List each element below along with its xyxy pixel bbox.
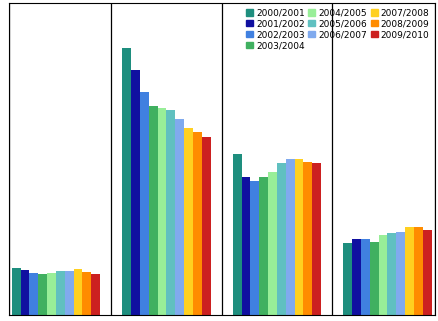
Bar [378, 235, 387, 315]
Bar [369, 242, 378, 315]
Bar [360, 239, 369, 315]
Bar [47, 273, 56, 315]
Bar [21, 270, 29, 315]
Bar [201, 137, 210, 315]
Bar [166, 110, 175, 315]
Bar [38, 274, 47, 315]
Bar [303, 161, 311, 315]
Bar [351, 239, 360, 315]
Bar [148, 106, 157, 315]
Bar [232, 154, 241, 315]
Bar [193, 132, 201, 315]
Bar [285, 159, 294, 315]
Bar [131, 70, 140, 315]
Bar [259, 177, 268, 315]
Bar [140, 92, 148, 315]
Bar [175, 119, 184, 315]
Bar [396, 232, 404, 315]
Bar [12, 268, 21, 315]
Bar [343, 243, 351, 315]
Bar [276, 163, 285, 315]
Bar [268, 172, 276, 315]
Bar [122, 48, 131, 315]
Bar [294, 159, 303, 315]
Bar [250, 181, 259, 315]
Bar [184, 128, 193, 315]
Bar [82, 272, 91, 315]
Bar [157, 108, 166, 315]
Bar [74, 269, 82, 315]
Bar [29, 273, 38, 315]
Bar [422, 230, 431, 315]
Bar [241, 177, 250, 315]
Bar [56, 271, 65, 315]
Bar [65, 271, 74, 315]
Bar [387, 233, 396, 315]
Bar [404, 227, 413, 315]
Legend: 2000/2001, 2001/2002, 2002/2003, 2003/2004, 2004/2005, 2005/2006, 2006/2007, 200: 2000/2001, 2001/2002, 2002/2003, 2003/20… [244, 8, 429, 51]
Bar [413, 227, 422, 315]
Bar [91, 274, 100, 315]
Bar [311, 163, 321, 315]
